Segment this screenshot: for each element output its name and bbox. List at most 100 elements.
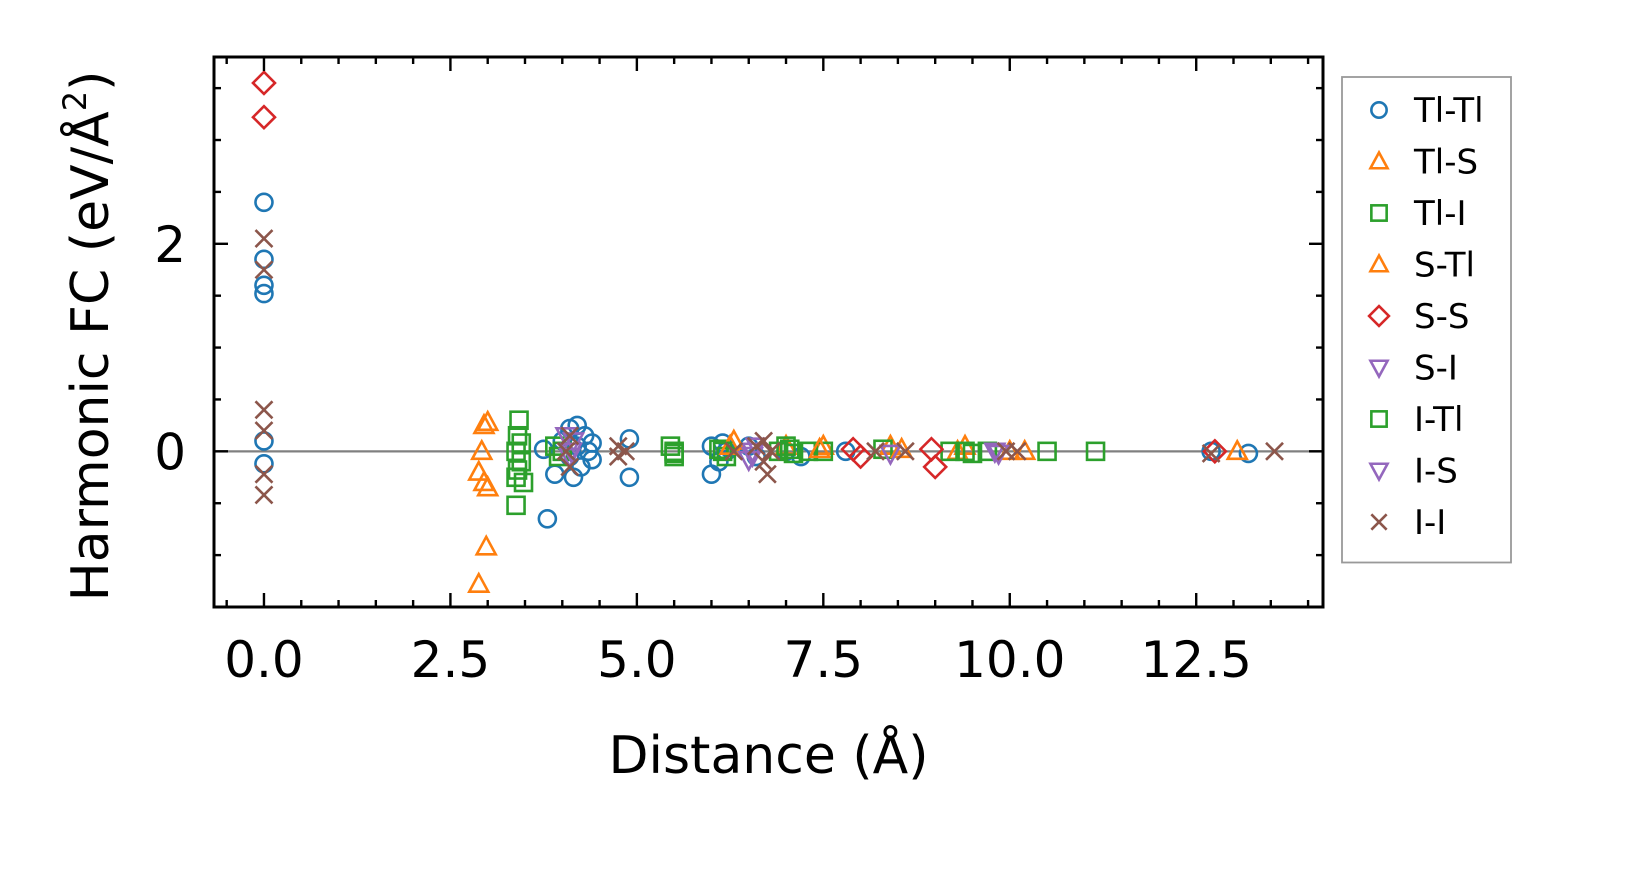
legend-marker xyxy=(1368,252,1390,273)
data-point xyxy=(513,472,534,493)
data-point xyxy=(254,485,274,505)
data-point xyxy=(955,441,975,462)
data-point xyxy=(757,464,777,484)
data-point xyxy=(866,441,885,461)
data-point xyxy=(798,441,819,462)
data-point xyxy=(779,439,800,460)
data-point xyxy=(254,431,274,451)
legend-label: Tl-Tl xyxy=(1413,91,1484,131)
x-tick-label: 0.0 xyxy=(224,631,304,689)
data-point xyxy=(560,457,580,477)
series-I-Tl xyxy=(507,439,975,480)
data-point xyxy=(507,460,528,480)
legend-label: S-S xyxy=(1414,297,1469,337)
data-point xyxy=(761,441,781,461)
legend-label: S-Tl xyxy=(1414,246,1475,286)
data-point xyxy=(918,436,945,463)
x-axis-title: Distance (Å) xyxy=(608,724,928,786)
legend-label: I-Tl xyxy=(1414,400,1463,440)
data-point xyxy=(254,400,274,420)
data-point xyxy=(1265,441,1284,461)
data-point xyxy=(1238,443,1259,464)
data-point xyxy=(1007,441,1027,461)
data-point xyxy=(1202,438,1228,465)
data-point xyxy=(712,441,733,462)
data-point xyxy=(724,441,744,461)
data-point xyxy=(509,410,529,431)
x-tick-label: 7.5 xyxy=(784,631,864,689)
data-point xyxy=(895,441,915,461)
data-point xyxy=(537,508,558,529)
data-point xyxy=(254,421,274,441)
data-point xyxy=(847,443,874,470)
data-point xyxy=(754,452,774,472)
y-tick-label: 0 xyxy=(154,423,186,481)
data-point xyxy=(474,534,498,556)
legend-entry: S-S xyxy=(1367,297,1469,337)
data-point xyxy=(251,104,277,131)
data-point xyxy=(1201,443,1221,463)
x-tick-label: 5.0 xyxy=(597,631,677,689)
legend-marker xyxy=(1370,410,1388,428)
legend-box xyxy=(1341,76,1512,564)
data-point xyxy=(472,412,496,435)
data-point xyxy=(1037,441,1057,462)
data-point xyxy=(560,426,580,446)
data-point xyxy=(701,464,722,484)
x-tick-label: 10.0 xyxy=(954,631,1065,689)
legend-marker xyxy=(1370,513,1388,531)
plot-area xyxy=(214,70,1323,593)
data-point xyxy=(511,433,532,453)
y-axis-title-superscript: 2 xyxy=(56,91,94,111)
data-point xyxy=(470,438,494,461)
legend-entry: Tl-I xyxy=(1370,194,1467,234)
legend-label: Tl-I xyxy=(1413,194,1467,234)
legend-label: Tl-S xyxy=(1413,143,1478,183)
legend-entry: S-I xyxy=(1368,349,1458,389)
legend-marker xyxy=(1370,204,1388,222)
legend-marker xyxy=(1368,149,1390,170)
legend-entry: I-Tl xyxy=(1370,400,1463,440)
data-point xyxy=(556,441,576,461)
legend-label: I-I xyxy=(1414,503,1446,543)
data-point xyxy=(467,571,491,593)
data-point xyxy=(254,275,274,296)
plot-frame xyxy=(212,55,1325,609)
series-I-I xyxy=(254,229,1284,505)
data-point xyxy=(813,441,834,462)
data-point xyxy=(922,454,949,480)
data-point xyxy=(983,442,1007,465)
legend-marker xyxy=(1368,462,1390,483)
data-point xyxy=(476,474,500,497)
legend-label: I-S xyxy=(1414,452,1458,492)
legend-label: S-I xyxy=(1414,349,1458,389)
data-point xyxy=(1085,441,1106,462)
data-point xyxy=(664,443,684,464)
data-point xyxy=(254,249,274,270)
legend-entry: Tl-Tl xyxy=(1370,91,1484,131)
data-point xyxy=(254,192,274,213)
x-tick-label: 2.5 xyxy=(411,631,491,689)
legend-entry: Tl-S xyxy=(1368,143,1478,183)
data-point xyxy=(254,260,274,280)
data-point xyxy=(251,70,277,96)
legend-marker xyxy=(1368,359,1390,380)
y-axis-title-close: ) xyxy=(61,71,121,91)
data-point xyxy=(783,443,804,464)
data-point xyxy=(619,467,640,488)
axes: 0.0 2.5 5.0 7.5 10.0 12.5 0 2 xyxy=(154,55,1325,689)
legend-entry: S-Tl xyxy=(1368,246,1475,286)
data-point xyxy=(254,453,274,474)
data-point xyxy=(254,464,274,484)
legend-marker xyxy=(1370,101,1388,119)
series-Tl-Tl xyxy=(254,192,1259,529)
legend-marker xyxy=(1367,304,1391,328)
series-S-S xyxy=(251,70,1228,480)
y-tick-label: 2 xyxy=(154,216,186,274)
data-point xyxy=(582,433,602,453)
legend-entry: I-I xyxy=(1370,503,1446,543)
data-point xyxy=(807,436,832,459)
data-point xyxy=(616,441,636,461)
y-axis-title-main: Harmonic FC (eV/Å xyxy=(59,111,121,602)
